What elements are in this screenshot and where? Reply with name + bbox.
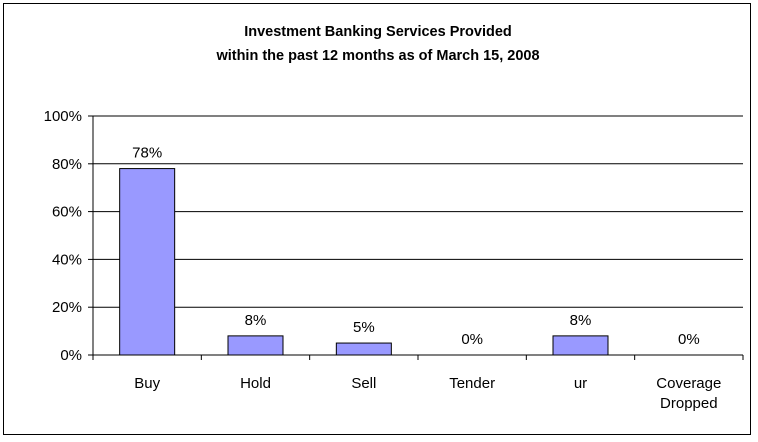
- y-tick-label: 40%: [52, 251, 82, 268]
- data-label: 78%: [132, 145, 162, 162]
- y-tick-labels: 0% 20% 40% 60% 80% 100%: [44, 108, 82, 364]
- bar: [119, 168, 176, 356]
- data-label: 0%: [461, 331, 483, 348]
- chart-title-line-2: within the past 12 months as of March 15…: [216, 48, 540, 64]
- x-tick-label: ur: [574, 375, 587, 392]
- chart-title: Investment Banking Services Provided wit…: [4, 20, 752, 68]
- data-label: 5%: [353, 319, 375, 336]
- x-tick-labels: Buy Hold Sell Tender ur Coverage Dropped: [134, 375, 721, 412]
- x-tick-label: Dropped: [660, 395, 718, 412]
- y-tick-label: 100%: [44, 108, 82, 125]
- y-tick-label: 60%: [52, 204, 82, 221]
- data-label: 0%: [678, 331, 700, 348]
- y-tick-label: 20%: [52, 299, 82, 316]
- x-tick-label: Tender: [449, 375, 495, 392]
- data-label: 8%: [570, 312, 592, 329]
- bar: [552, 335, 609, 356]
- y-tick-label: 80%: [52, 156, 82, 173]
- gridlines: [93, 115, 743, 308]
- chart-title-line-1: Investment Banking Services Provided: [244, 24, 512, 40]
- x-tick-label: Sell: [351, 375, 376, 392]
- axes: [88, 115, 744, 360]
- data-label: 8%: [245, 312, 267, 329]
- y-tick-label: 0%: [60, 347, 82, 364]
- bar: [335, 342, 392, 356]
- bars: [119, 168, 609, 356]
- x-tick-label: Buy: [134, 375, 160, 392]
- bar: [227, 335, 284, 356]
- x-tick-label: Hold: [240, 375, 271, 392]
- x-tick-label: Coverage: [656, 375, 721, 392]
- data-labels: 78% 8% 5% 0% 8% 0%: [132, 145, 700, 348]
